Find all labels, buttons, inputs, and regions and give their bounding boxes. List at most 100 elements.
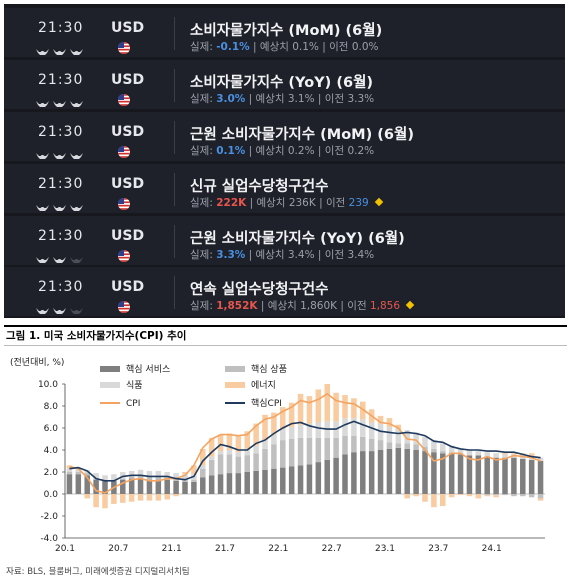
- bar-에너지: [226, 433, 233, 450]
- bar-식품: [182, 474, 188, 480]
- bar-핵심 상품: [511, 494, 517, 497]
- bar-에너지: [306, 396, 313, 424]
- calendar-event-row[interactable]: 21:30 USD 근원 소비자물가지수 (YoY) (6월) 실제: 3.3% | …: [4, 216, 565, 265]
- bar-에너지: [128, 494, 135, 502]
- bar-에너지: [111, 494, 117, 504]
- impact-level: [35, 197, 86, 216]
- bar-식품: [128, 470, 135, 477]
- bar-에너지: [200, 448, 206, 466]
- bar-에너지: [235, 435, 242, 453]
- bar-핵심 상품: [191, 479, 197, 482]
- bar-핵심 서비스: [537, 461, 544, 494]
- bar-핵심 서비스: [511, 457, 517, 494]
- impact-bull-icon: [52, 300, 67, 319]
- previous-value: 3.3%: [347, 93, 375, 105]
- us-flag-icon: [115, 91, 133, 110]
- bar-식품: [226, 450, 233, 455]
- bar-핵심 서비스: [146, 479, 153, 494]
- bar-에너지: [422, 494, 428, 502]
- legend-label: 에너지: [251, 380, 276, 391]
- bar-식품: [120, 472, 126, 479]
- event-currency: USD: [111, 72, 145, 88]
- impact-bull-icon: [52, 249, 67, 268]
- calendar-event-row[interactable]: 21:30 USD 소비자물가지수 (MoM) (6월) 실제: -0.1% | 예상…: [4, 8, 565, 57]
- forecast-value: 0.1%: [292, 41, 319, 53]
- bar-식품: [475, 451, 482, 456]
- previous-label: | 이전: [317, 93, 345, 105]
- bar-핵심 서비스: [395, 447, 402, 494]
- bar-에너지: [475, 494, 482, 499]
- bar-핵심 상품: [146, 476, 153, 480]
- calendar-event-row[interactable]: 21:30 USD 소비자물가지수 (YoY) (6월) 실제: 3.0% | 예상치…: [4, 60, 565, 109]
- bar-에너지: [253, 423, 259, 446]
- actual-value: 1,852K: [216, 300, 258, 312]
- forecast-value: 3.1%: [287, 93, 315, 105]
- actual-value: 3.3%: [216, 249, 246, 261]
- bar-에너지: [262, 414, 268, 441]
- impact-bull-icon: [69, 249, 84, 268]
- bar-에너지: [182, 472, 188, 475]
- bar-핵심 상품: [493, 494, 499, 496]
- bar-핵심 상품: [413, 444, 419, 450]
- bar-핵심 서비스: [226, 473, 233, 494]
- bar-핵심 상품: [333, 437, 339, 458]
- bar-식품: [146, 470, 153, 477]
- impact-bull-icon: [69, 41, 84, 60]
- y-tick-label: -2.0: [40, 512, 58, 522]
- bar-핵심 상품: [253, 453, 259, 471]
- calendar-event-row[interactable]: 21:30 USD 연속 실업수당청구건수 실제: 1,852K | 예상치 1,86…: [4, 267, 565, 316]
- bar-핵심 서비스: [253, 470, 259, 494]
- forecast-value: 3.4%: [287, 249, 315, 261]
- bar-식품: [297, 424, 304, 438]
- bar-핵심 서비스: [360, 451, 366, 494]
- bar-에너지: [537, 498, 544, 501]
- impact-bull-icon: [52, 41, 67, 60]
- bar-식품: [271, 434, 277, 445]
- event-title[interactable]: 근원 소비자물가지수 (MoM) (6월): [190, 127, 414, 143]
- bar-식품: [360, 419, 366, 437]
- bar-에너지: [137, 494, 144, 501]
- event-title[interactable]: 연속 실업수당청구건수: [190, 282, 329, 298]
- bar-핵심 상품: [84, 473, 90, 476]
- bar-핵심 상품: [208, 459, 215, 476]
- bar-핵심 상품: [182, 479, 188, 482]
- bar-핵심 상품: [128, 476, 135, 479]
- bar-핵심 상품: [137, 475, 144, 479]
- bar-에너지: [511, 453, 517, 455]
- bar-핵심 서비스: [182, 481, 188, 494]
- bar-식품: [111, 474, 117, 481]
- legend-label: 식품: [126, 380, 143, 391]
- line-핵심CPI: [69, 420, 541, 482]
- bar-에너지: [146, 494, 153, 501]
- bar-식품: [253, 445, 259, 454]
- event-title[interactable]: 근원 소비자물가지수 (YoY) (6월): [190, 231, 405, 247]
- bar-핵심 서비스: [137, 478, 144, 494]
- event-title[interactable]: 신규 실업수당청구건수: [190, 179, 329, 195]
- x-tick-label: 24.1: [482, 544, 502, 554]
- event-values: 실제: 222K | 예상치 236K | 이전 239: [190, 195, 383, 210]
- bar-식품: [351, 418, 357, 436]
- event-title[interactable]: 소비자물가지수 (MoM) (6월): [190, 23, 383, 39]
- bar-핵심 상품: [262, 448, 268, 470]
- bar-핵심 서비스: [271, 468, 277, 494]
- bar-핵심 상품: [66, 472, 73, 475]
- forecast-label: | 예상치: [253, 41, 289, 53]
- bar-핵심 상품: [235, 456, 242, 474]
- us-flag-icon: [115, 143, 133, 162]
- event-title[interactable]: 소비자물가지수 (YoY) (6월): [190, 75, 374, 91]
- bar-핵심 서비스: [342, 454, 348, 494]
- bar-핵심 서비스: [351, 452, 357, 494]
- bar-핵심 상품: [502, 494, 508, 496]
- calendar-event-row[interactable]: 21:30 USD 근원 소비자물가지수 (MoM) (6월) 실제: 0.1% | …: [4, 112, 565, 161]
- bar-에너지: [395, 424, 402, 430]
- x-tick-label: 20.1: [55, 544, 75, 554]
- bar-에너지: [280, 407, 286, 430]
- impact-bull-icon: [35, 197, 50, 216]
- previous-value: 1,856: [369, 300, 401, 312]
- bar-식품: [448, 445, 455, 453]
- calendar-event-row[interactable]: 21:30 USD 신규 실업수당청구건수 실제: 222K | 예상치 236K |…: [4, 164, 565, 213]
- bar-핵심 상품: [351, 435, 357, 453]
- us-flag-icon: [115, 39, 133, 58]
- bar-핵심 상품: [244, 455, 250, 472]
- bar-핵심 서비스: [315, 462, 322, 494]
